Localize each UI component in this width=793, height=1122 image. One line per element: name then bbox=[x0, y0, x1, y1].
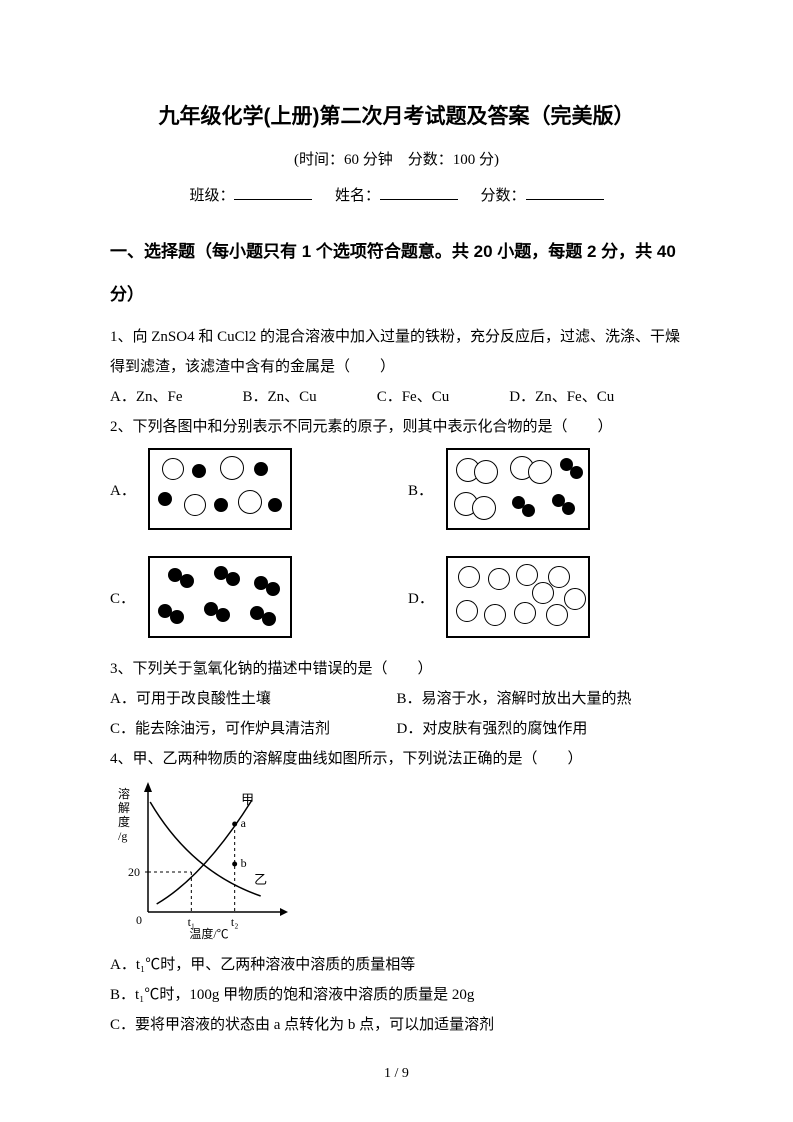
q3-opt-d: D．对皮肤有强烈的腐蚀作用 bbox=[397, 714, 684, 744]
q2-diagram-c bbox=[148, 556, 292, 638]
q3-options-row1: A．可用于改良酸性土壤 B．易溶于水，溶解时放出大量的热 bbox=[110, 684, 683, 714]
q3-opt-c: C．能去除油污，可作炉具清洁剂 bbox=[110, 714, 397, 744]
atom-filled-icon bbox=[214, 498, 228, 512]
q4-opt-c: C．要将甲溶液的状态由 a 点转化为 b 点，可以加适量溶剂 bbox=[110, 1010, 683, 1040]
svg-text:溶: 溶 bbox=[118, 786, 130, 801]
score-label: 分数： bbox=[481, 188, 526, 204]
atom-filled-icon bbox=[216, 608, 230, 622]
q4-solubility-chart: 溶解度/g 温度/℃ 0 20 t₁ t₂ 甲乙 a b bbox=[110, 780, 290, 940]
q2-diagram-d bbox=[446, 556, 590, 638]
atom-open-icon bbox=[528, 460, 552, 484]
page-title: 九年级化学(上册)第二次月考试题及答案（完美版） bbox=[110, 100, 683, 130]
atom-filled-icon bbox=[226, 572, 240, 586]
q1-opt-b: B．Zn、Cu bbox=[243, 382, 317, 412]
atom-open-icon bbox=[546, 604, 568, 626]
svg-text:0: 0 bbox=[136, 913, 142, 927]
atom-filled-icon bbox=[254, 462, 268, 476]
q1-opt-c: C．Fe、Cu bbox=[377, 382, 450, 412]
q2-label-c: C． bbox=[110, 587, 130, 608]
q1-opt-a: A．Zn、Fe bbox=[110, 382, 183, 412]
score-blank[interactable] bbox=[526, 183, 604, 200]
svg-text:温度/℃: 温度/℃ bbox=[189, 926, 228, 940]
atom-open-icon bbox=[472, 496, 496, 520]
svg-text:度: 度 bbox=[118, 814, 130, 829]
atom-filled-icon bbox=[192, 464, 206, 478]
atom-open-icon bbox=[184, 494, 206, 516]
svg-text:t₂: t₂ bbox=[231, 915, 239, 929]
atom-filled-icon bbox=[180, 574, 194, 588]
atom-open-icon bbox=[548, 566, 570, 588]
atom-open-icon bbox=[516, 564, 538, 586]
q2-diagram-a bbox=[148, 448, 292, 530]
q2-diagram-b bbox=[446, 448, 590, 530]
atom-open-icon bbox=[474, 460, 498, 484]
q2-label-d: D． bbox=[408, 587, 428, 608]
svg-text:b: b bbox=[241, 856, 247, 870]
svg-text:甲: 甲 bbox=[241, 792, 254, 807]
svg-text:t₁: t₁ bbox=[188, 915, 196, 929]
atom-open-icon bbox=[484, 604, 506, 626]
atom-filled-icon bbox=[570, 466, 583, 479]
q4-text: 4、甲、乙两种物质的溶解度曲线如图所示，下列说法正确的是（ ） bbox=[110, 744, 683, 774]
class-blank[interactable] bbox=[234, 183, 312, 200]
atom-open-icon bbox=[488, 568, 510, 590]
q1-text: 1、向 ZnSO4 和 CuCl2 的混合溶液中加入过量的铁粉，充分反应后，过滤… bbox=[110, 322, 683, 382]
student-info-line: 班级： 姓名： 分数： bbox=[110, 183, 683, 205]
atom-filled-icon bbox=[266, 582, 280, 596]
q1-opt-d: D．Zn、Fe、Cu bbox=[509, 382, 614, 412]
class-label: 班级： bbox=[189, 188, 234, 204]
q1-options: A．Zn、Fe B．Zn、Cu C．Fe、Cu D．Zn、Fe、Cu bbox=[110, 382, 683, 412]
atom-open-icon bbox=[220, 456, 244, 480]
q2-label-a: A． bbox=[110, 479, 130, 500]
svg-text:a: a bbox=[241, 816, 247, 830]
svg-text:20: 20 bbox=[128, 865, 140, 879]
atom-open-icon bbox=[532, 582, 554, 604]
q2-label-b: B． bbox=[408, 479, 428, 500]
page-subtitle: (时间：60 分钟 分数：100 分) bbox=[110, 148, 683, 169]
q2-row-ab: A． B． bbox=[110, 448, 683, 530]
q3-opt-b: B．易溶于水，溶解时放出大量的热 bbox=[397, 684, 684, 714]
section-1-header: 一、选择题（每小题只有 1 个选项符合题意。共 20 小题，每题 2 分，共 4… bbox=[110, 231, 683, 316]
atom-open-icon bbox=[458, 566, 480, 588]
q3-options-row2: C．能去除油污，可作炉具清洁剂 D．对皮肤有强烈的腐蚀作用 bbox=[110, 714, 683, 744]
atom-open-icon bbox=[238, 490, 262, 514]
q3-opt-a: A．可用于改良酸性土壤 bbox=[110, 684, 397, 714]
atom-filled-icon bbox=[562, 502, 575, 515]
q2-row-cd: C． D． bbox=[110, 556, 683, 638]
atom-open-icon bbox=[456, 600, 478, 622]
atom-filled-icon bbox=[262, 612, 276, 626]
atom-filled-icon bbox=[522, 504, 535, 517]
q3-text: 3、下列关于氢氧化钠的描述中错误的是（ ） bbox=[110, 654, 683, 684]
q2-text: 2、下列各图中和分别表示不同元素的原子，则其中表示化合物的是（ ） bbox=[110, 412, 683, 442]
atom-filled-icon bbox=[268, 498, 282, 512]
atom-filled-icon bbox=[170, 610, 184, 624]
svg-text:乙: 乙 bbox=[254, 872, 267, 887]
q4-opt-b: B．t₁℃时，100g 甲物质的饱和溶液中溶质的质量是 20g bbox=[110, 980, 683, 1010]
solubility-curve-svg: 溶解度/g 温度/℃ 0 20 t₁ t₂ 甲乙 a b bbox=[110, 780, 290, 940]
atom-open-icon bbox=[564, 588, 586, 610]
atom-filled-icon bbox=[158, 492, 172, 506]
q4-opt-a: A．t₁℃时，甲、乙两种溶液中溶质的质量相等 bbox=[110, 950, 683, 980]
svg-text:解: 解 bbox=[118, 801, 130, 815]
exam-page: 九年级化学(上册)第二次月考试题及答案（完美版） (时间：60 分钟 分数：10… bbox=[0, 0, 793, 1122]
atom-open-icon bbox=[514, 602, 536, 624]
name-blank[interactable] bbox=[380, 183, 458, 200]
name-label: 姓名： bbox=[335, 188, 380, 204]
svg-text:/g: /g bbox=[118, 829, 127, 843]
atom-open-icon bbox=[162, 458, 184, 480]
page-number: 1 / 9 bbox=[0, 1066, 793, 1082]
